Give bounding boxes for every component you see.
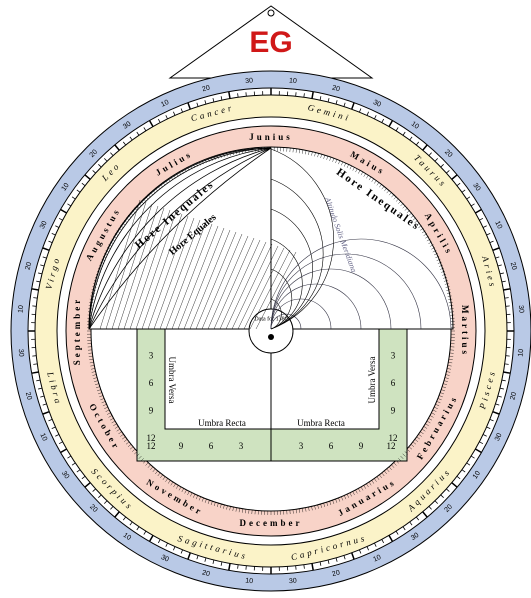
umbra-recta-right: Umbra Recta [297, 418, 345, 428]
month-name: Junius [249, 132, 293, 142]
degree-tick [33, 364, 37, 365]
scale-number: 9 [359, 441, 364, 451]
scale-number: 9 [149, 406, 154, 416]
ring-number: 10 [289, 77, 297, 85]
ring-number: 30 [289, 578, 297, 586]
month-name: Martius [460, 305, 470, 357]
astrolabe: EG Data for 1380 Umbra Recta Umbra Recta… [0, 0, 531, 593]
scale-number: 6 [391, 378, 396, 388]
ring-number: 10 [245, 578, 253, 586]
scale-number: 3 [239, 441, 244, 451]
scale-number: 6 [329, 441, 334, 451]
ring-number: 30 [517, 305, 525, 313]
month-name: December [240, 518, 303, 528]
ring-number: 30 [245, 77, 253, 85]
scale-number: 12 [147, 433, 156, 443]
scale-number: 9 [179, 441, 184, 451]
ring-number: 10 [17, 305, 25, 313]
umbra-versa-right: Umbra Versa [367, 356, 377, 403]
ring-number: 30 [17, 349, 25, 357]
pivot [268, 334, 274, 340]
umbra-recta-left: Umbra Recta [198, 418, 246, 428]
scale-number: 9 [391, 406, 396, 416]
scale-number: 3 [149, 351, 154, 361]
degree-tick [505, 298, 509, 299]
degree-tick [304, 565, 305, 569]
scale-number: 6 [209, 441, 214, 451]
degree-tick [33, 298, 37, 299]
degree-tick [238, 93, 239, 97]
scale-number: 3 [391, 351, 396, 361]
degree-tick [304, 93, 305, 97]
degree-tick [505, 364, 509, 365]
scale-number: 6 [149, 378, 154, 388]
logo: EG [249, 26, 292, 59]
umbra-versa-left: Umbra Versa [167, 356, 177, 403]
scale-number: 3 [299, 441, 304, 451]
ring-number: 10 [518, 349, 526, 357]
degree-tick [238, 565, 239, 569]
scale-number: 12 [389, 433, 398, 443]
month-name: September [72, 297, 82, 366]
